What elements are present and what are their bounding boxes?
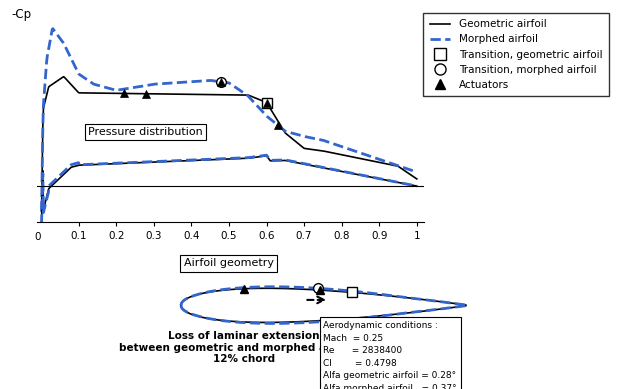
Text: Aerodynamic conditions :
Mach  = 0.25
Re      = 2838400
Cl        = 0.4798
Alfa : Aerodynamic conditions : Mach = 0.25 Re … — [323, 321, 457, 389]
Text: Airfoil geometry: Airfoil geometry — [184, 258, 274, 268]
Text: -Cp: -Cp — [11, 8, 32, 21]
Text: 0: 0 — [34, 232, 41, 242]
Text: Loss of laminar extension
between geometric and morphed airfoils :
12% chord: Loss of laminar extension between geomet… — [119, 331, 368, 364]
Text: Pressure distribution: Pressure distribution — [89, 127, 203, 137]
Legend: Geometric airfoil, Morphed airfoil, Transition, geometric airfoil, Transition, m: Geometric airfoil, Morphed airfoil, Tran… — [423, 13, 608, 96]
